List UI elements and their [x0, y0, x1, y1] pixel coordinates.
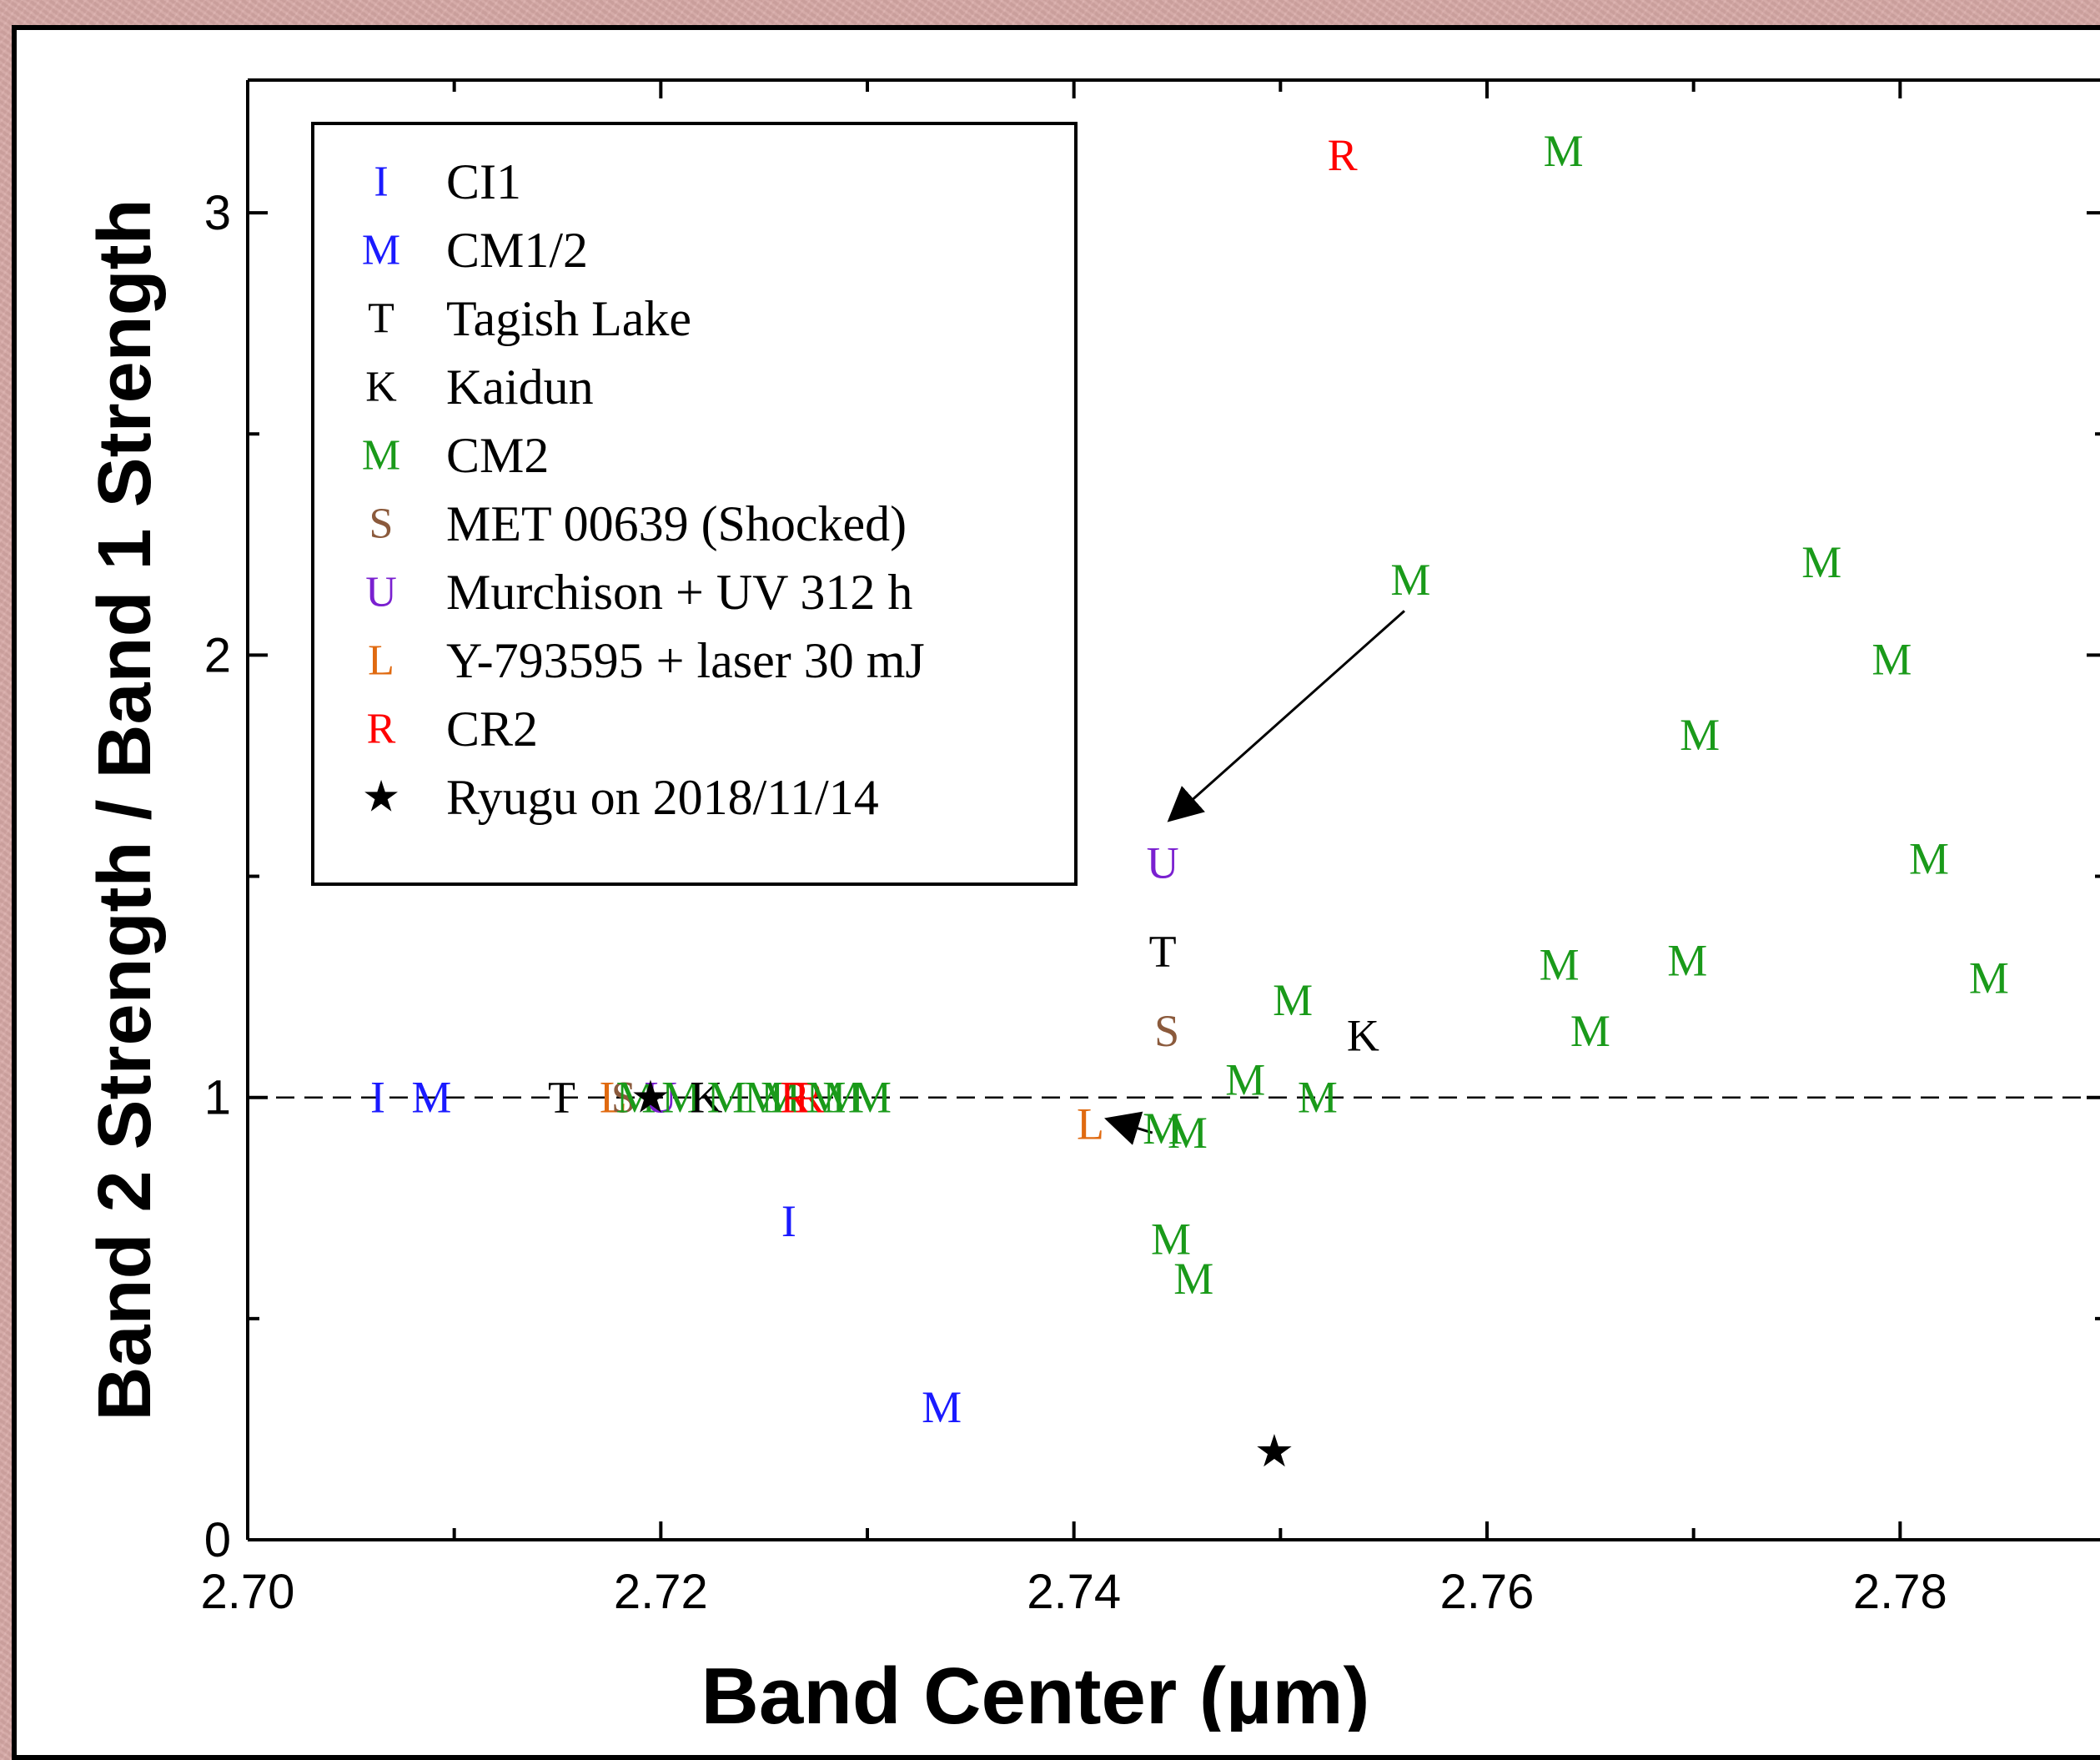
- legend-symbol: R: [367, 706, 396, 753]
- annotation-arrow: [1167, 610, 1405, 822]
- legend-symbol: M: [362, 227, 400, 274]
- annotation-arrow: [1104, 1111, 1153, 1145]
- data-point: M: [1143, 1104, 1183, 1154]
- data-point: M: [1390, 555, 1430, 605]
- data-point: M: [852, 1073, 892, 1123]
- data-point: S: [1154, 1006, 1179, 1056]
- data-point: I: [781, 1196, 796, 1246]
- legend-label: CM1/2: [446, 223, 588, 278]
- data-point: M: [744, 1073, 784, 1123]
- legend-label: CR2: [446, 701, 538, 757]
- data-point: M: [1173, 1254, 1213, 1304]
- data-point: M: [1168, 1108, 1208, 1158]
- legend-label: Y-793595 + laser 30 mJ: [446, 633, 925, 688]
- data-point: M: [822, 1073, 862, 1123]
- data-point: M: [616, 1073, 656, 1123]
- y-tick-label: 3: [204, 186, 231, 240]
- data-point: R: [1328, 130, 1358, 180]
- data-point: M: [922, 1382, 962, 1432]
- x-tick-label: 2.72: [614, 1565, 708, 1619]
- y-axis-title: Band 2 Strength / Band 1 Strength: [83, 199, 167, 1421]
- legend-symbol: K: [365, 364, 397, 411]
- scatter-chart: 2.70 2.72 2.74 2.76 2.78 0 1 2 3 Band Center (µm)…: [83, 78, 2100, 1732]
- ryugu-star-point: ★: [1254, 1426, 1294, 1476]
- legend-symbol: S: [369, 500, 394, 548]
- x-tick-label: 2.70: [201, 1565, 295, 1619]
- legend-label: CM2: [446, 428, 549, 483]
- data-point: K: [690, 1073, 722, 1123]
- data-point: M: [1544, 126, 1584, 176]
- data-point: M: [411, 1073, 451, 1123]
- data-point: I: [370, 1073, 385, 1123]
- x-tick-label: 2.76: [1440, 1565, 1535, 1619]
- data-point: T: [1149, 927, 1177, 977]
- data-point: T: [548, 1073, 575, 1123]
- legend-symbol: U: [365, 569, 397, 616]
- legend-label: Kaidun: [446, 360, 594, 415]
- y-tick-label: 1: [204, 1071, 231, 1125]
- legend-symbol: ★: [362, 774, 401, 822]
- data-point: M: [1151, 1214, 1191, 1264]
- x-axis-title: Band Center (µm): [701, 1652, 1369, 1732]
- data-point: K: [1347, 1010, 1379, 1060]
- legend-label: CI1: [446, 154, 521, 209]
- legend-symbol: M: [362, 432, 400, 480]
- data-point: M: [1909, 833, 1949, 883]
- data-point: M: [1273, 975, 1313, 1025]
- data-point: U: [645, 1073, 677, 1123]
- data-point: M: [1667, 935, 1707, 985]
- data-point: R: [780, 1073, 810, 1123]
- data-point: M: [1298, 1073, 1338, 1123]
- legend-label: Murchison + UV 312 h: [446, 565, 912, 620]
- legend-label: MET 00639 (Shocked): [446, 496, 907, 551]
- data-point: M: [1871, 635, 1912, 685]
- data-point: U: [1147, 838, 1179, 888]
- x-tick-label: 2.74: [1027, 1565, 1121, 1619]
- legend-symbol: T: [368, 295, 394, 343]
- ryugu-star-point: ★: [631, 1073, 671, 1123]
- y-tick-label: 2: [204, 628, 231, 682]
- data-point: M: [1680, 710, 1720, 760]
- data-point: L: [1077, 1099, 1104, 1149]
- legend-label: Ryugu on 2018/11/14: [446, 770, 879, 825]
- data-point: M: [1969, 953, 2009, 1003]
- data-point: M: [1801, 537, 1841, 587]
- legend-symbol: L: [368, 637, 394, 685]
- legend-label: Tagish Lake: [446, 291, 691, 346]
- legend-box: [311, 122, 1078, 886]
- data-point: M: [806, 1073, 846, 1123]
- data-point: M: [761, 1073, 801, 1123]
- x-tick-label: 2.78: [1853, 1565, 1947, 1619]
- data-point: M: [1570, 1006, 1610, 1056]
- y-tick-label: 0: [204, 1513, 231, 1567]
- data-point: S: [611, 1073, 636, 1123]
- data-point: R: [795, 1073, 825, 1123]
- data-point: M: [707, 1073, 747, 1123]
- chart-frame: 2.70 2.72 2.74 2.76 2.78 0 1 2 3 Band Center (µm)…: [12, 25, 2100, 1760]
- data-point: L: [600, 1073, 627, 1123]
- data-point: M: [661, 1073, 701, 1123]
- data-point: M: [1540, 940, 1580, 990]
- legend-symbol: I: [374, 158, 388, 206]
- data-point: M: [1225, 1054, 1265, 1104]
